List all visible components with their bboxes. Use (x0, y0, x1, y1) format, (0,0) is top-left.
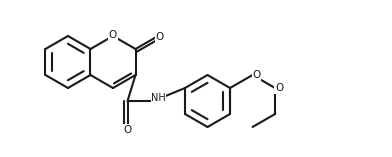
Text: O: O (109, 30, 117, 40)
Text: O: O (275, 83, 283, 93)
Text: O: O (123, 125, 132, 135)
Text: O: O (252, 70, 261, 80)
Text: O: O (155, 32, 163, 42)
Text: NH: NH (151, 93, 166, 103)
